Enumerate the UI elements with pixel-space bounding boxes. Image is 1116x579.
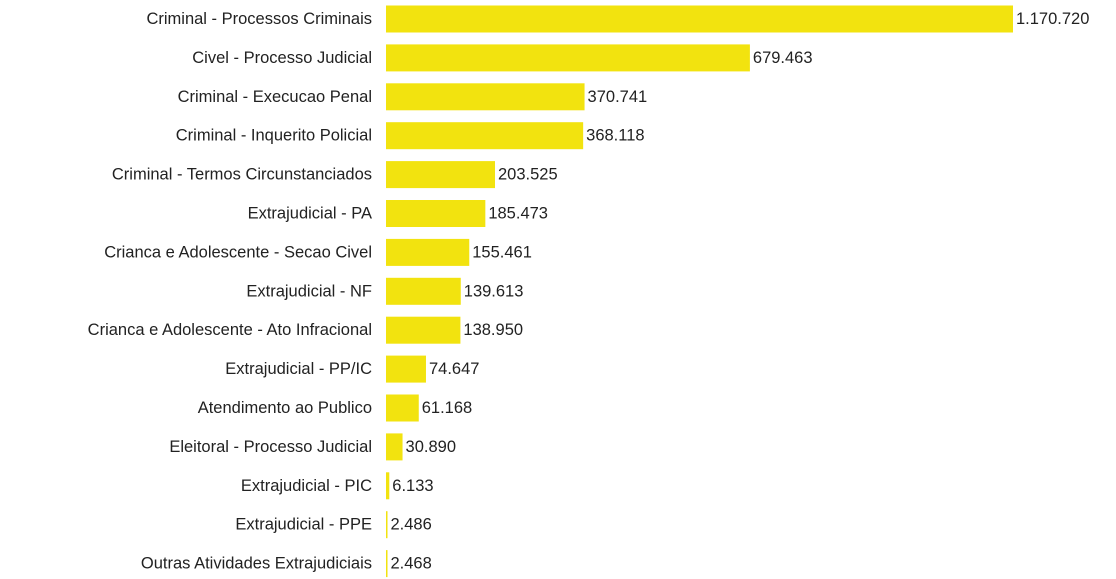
bar: [386, 511, 388, 539]
bar: [386, 5, 1013, 33]
bar: [386, 394, 419, 422]
category-label: Eleitoral - Processo Judicial: [169, 438, 372, 456]
bar: [386, 44, 750, 72]
bar: [386, 277, 461, 305]
value-label: 139.613: [464, 282, 524, 300]
bar: [386, 161, 496, 189]
category-label: Extrajudicial - PA: [248, 205, 372, 223]
value-label: 679.463: [753, 49, 813, 67]
value-label: 2.486: [391, 516, 432, 534]
value-label: 30.890: [406, 438, 456, 456]
value-label: 370.741: [588, 88, 648, 106]
bar: [386, 433, 403, 461]
bar: [386, 200, 486, 227]
category-labels-group: Criminal - Processos Criminais Civel - Pr…: [88, 10, 372, 573]
category-label: Crianca e Adolescente - Ato Infracional: [88, 321, 372, 339]
value-label: 185.473: [488, 205, 548, 223]
value-label: 368.118: [586, 127, 644, 145]
category-label: Criminal - Execucao Penal: [178, 88, 372, 106]
value-labels-group: 1.170.720 679.463 370.741 368.118 203.525 185…: [391, 10, 1090, 573]
category-label: Civel - Processo Judicial: [192, 49, 372, 67]
category-label: Extrajudicial - PIC: [241, 477, 372, 495]
category-label: Extrajudicial - PPE: [235, 516, 372, 534]
bar: [386, 238, 470, 266]
value-label: 74.647: [429, 360, 479, 378]
value-label: 1.170.720: [1016, 10, 1089, 28]
bar: [386, 316, 461, 344]
value-label: 155.461: [472, 243, 532, 261]
value-label: 203.525: [498, 166, 558, 184]
category-label: Atendimento ao Publico: [198, 399, 372, 417]
category-label: Criminal - Termos Circunstanciados: [112, 166, 372, 184]
category-label: Extrajudicial - PP/IC: [225, 360, 372, 378]
category-label: Criminal - Processos Criminais: [146, 10, 372, 28]
category-label: Criminal - Inquerito Policial: [176, 127, 372, 145]
category-label: Extrajudicial - NF: [246, 282, 372, 300]
value-label: 2.468: [391, 555, 432, 573]
value-label: 138.950: [463, 321, 523, 339]
bar: [386, 83, 585, 111]
bars-group: [386, 5, 1013, 578]
bar: [386, 122, 584, 150]
category-label: Crianca e Adolescente - Secao Civel: [104, 243, 372, 261]
category-label: Outras Atividades Extrajudiciais: [141, 555, 372, 573]
bar: [386, 472, 390, 500]
value-label: 6.133: [392, 477, 433, 495]
bar: [386, 355, 426, 383]
bar: [386, 550, 388, 578]
value-label: 61.168: [422, 399, 472, 417]
